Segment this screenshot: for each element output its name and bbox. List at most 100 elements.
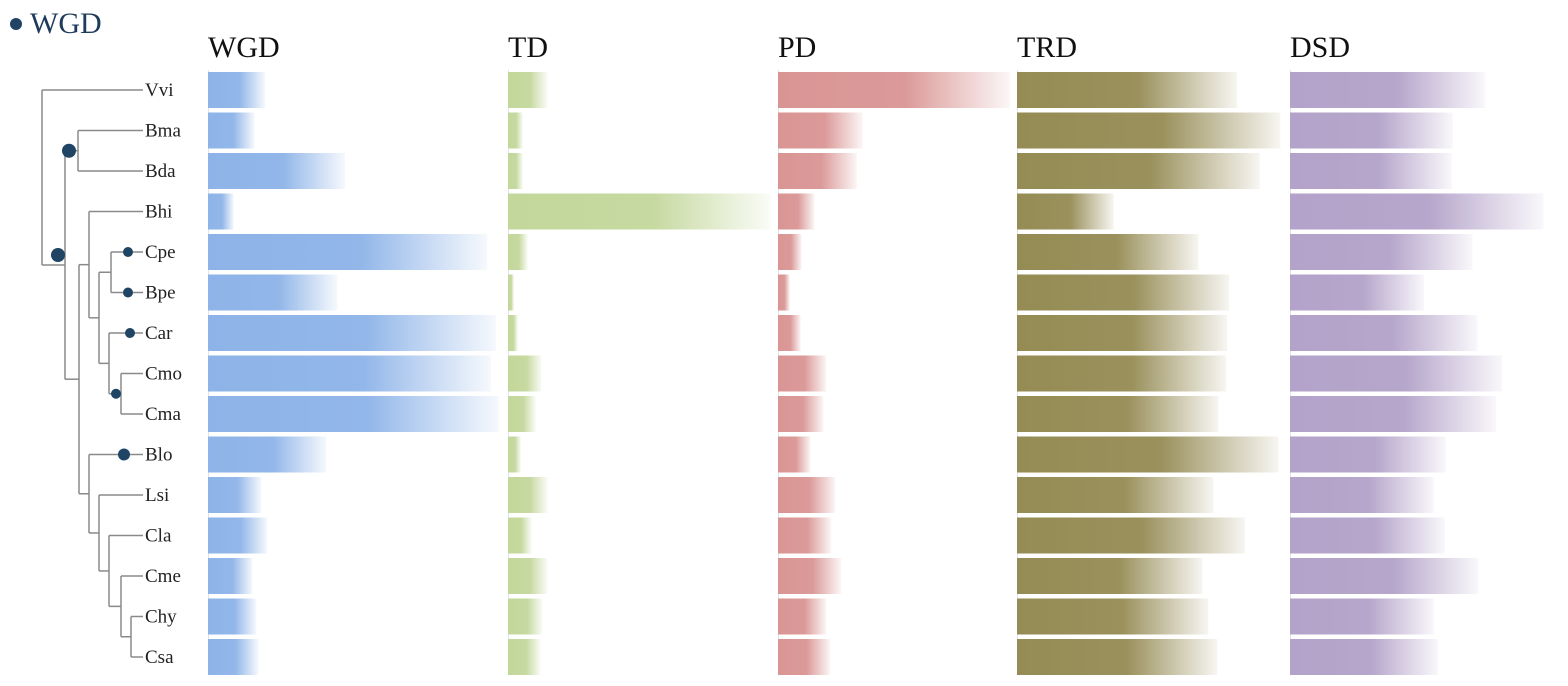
bar-trd-car [1017,315,1228,351]
taxon-label-csa: Csa [145,647,174,668]
bar-wgd-cmo [208,355,492,392]
bar-pd-cpe [778,234,802,270]
bar-dsd-vvi [1290,72,1486,108]
wgd-node-car [125,328,135,338]
bar-td-blo [508,436,521,473]
panel-pd: PD [778,31,1010,675]
bar-dsd-bpe [1290,274,1425,311]
bar-wgd-car [208,315,497,351]
taxon-label-bma: Bma [145,121,181,142]
wgd-node-cmo-cma [111,388,121,399]
bar-td-bhi [508,193,771,230]
bar-wgd-bda [208,153,346,189]
bar-wgd-bhi [208,193,234,230]
panel-title-dsd: DSD [1290,31,1350,64]
bar-wgd-lsi [208,477,262,513]
taxon-label-cme: Cme [145,566,181,587]
panel-dsd: DSD [1290,31,1544,675]
bar-panels: WGD TD PD TRD DSD [208,31,1544,675]
taxon-label-car: Car [145,323,173,344]
bar-dsd-bda [1290,153,1452,189]
bar-pd-blo [778,436,811,473]
bar-dsd-cma [1290,396,1497,432]
wgd-node-blo [118,448,130,461]
taxon-label-lsi: Lsi [145,485,169,506]
bar-wgd-cma [208,396,500,432]
bar-dsd-cla [1290,517,1445,554]
bar-trd-bma [1017,112,1281,149]
bar-pd-cmo [778,355,827,392]
bar-dsd-blo [1290,436,1446,473]
wgd-node-bma-bda [62,143,76,158]
bar-wgd-cme [208,558,253,594]
bar-trd-cla [1017,517,1245,554]
legend-wgd-label: WGD [30,7,102,40]
bar-dsd-car [1290,315,1478,351]
phylogenetic-tree [41,89,143,658]
bar-dsd-csa [1290,639,1438,675]
bar-pd-lsi [778,477,836,513]
bar-td-lsi [508,477,548,513]
bar-td-cma [508,396,536,432]
legend: WGD [10,7,102,40]
bar-wgd-cla [208,517,268,554]
bar-dsd-cme [1290,558,1479,594]
panel-title-td: TD [508,31,548,64]
taxon-label-blo: Blo [145,445,172,466]
bar-td-cpe [508,234,528,270]
taxon-label-cmo: Cmo [145,364,182,385]
bar-wgd-csa [208,639,259,675]
bar-trd-cma [1017,396,1219,432]
bar-pd-cme [778,558,842,594]
bar-dsd-chy [1290,598,1435,635]
bar-pd-car [778,315,801,351]
bar-pd-vvi [778,72,1010,108]
bar-pd-cla [778,517,832,554]
bar-wgd-vvi [208,72,266,108]
bar-wgd-blo [208,436,327,473]
taxon-label-cla: Cla [145,526,172,547]
bar-dsd-lsi [1290,477,1435,513]
bar-pd-bda [778,153,857,189]
taxon-label-chy: Chy [145,607,177,628]
bar-td-csa [508,639,541,675]
panel-wgd: WGD [208,31,500,675]
bar-pd-bma [778,112,863,149]
bar-trd-chy [1017,598,1209,635]
taxon-label-bpe: Bpe [145,283,176,304]
bar-dsd-bma [1290,112,1453,149]
bar-trd-bhi [1017,193,1114,230]
legend-wgd-marker [10,18,22,30]
bar-trd-cme [1017,558,1203,594]
bar-td-bpe [508,274,514,311]
bar-td-car [508,315,518,351]
bar-trd-lsi [1017,477,1214,513]
taxon-label-cpe: Cpe [145,242,176,263]
bar-td-vvi [508,72,548,108]
taxon-label-vvi: Vvi [145,80,174,101]
wgd-node-bpe [123,287,133,298]
bar-td-bma [508,112,523,149]
bar-pd-chy [778,598,827,635]
bar-trd-cpe [1017,234,1199,270]
bar-pd-bpe [778,274,790,311]
taxon-labels: Vvi Bma Bda Bhi Cpe Bpe Car Cmo Cma Blo Lsi Cla Cme C… [145,80,182,668]
bar-wgd-cpe [208,234,488,270]
bar-td-cla [508,517,532,554]
taxon-label-bda: Bda [145,161,176,182]
panel-title-wgd: WGD [208,31,280,64]
bar-trd-vvi [1017,72,1238,108]
wgd-node-cpe [123,247,133,257]
bar-td-bda [508,153,523,189]
bar-wgd-bpe [208,274,338,311]
bar-trd-blo [1017,436,1279,473]
bar-td-cme [508,558,548,594]
bar-trd-bpe [1017,274,1230,311]
panel-td: TD [508,31,771,675]
bar-wgd-chy [208,598,257,635]
taxon-label-cma: Cma [145,404,181,425]
wgd-node-root [51,248,65,262]
bar-dsd-bhi [1290,193,1544,230]
bar-trd-cmo [1017,355,1227,392]
